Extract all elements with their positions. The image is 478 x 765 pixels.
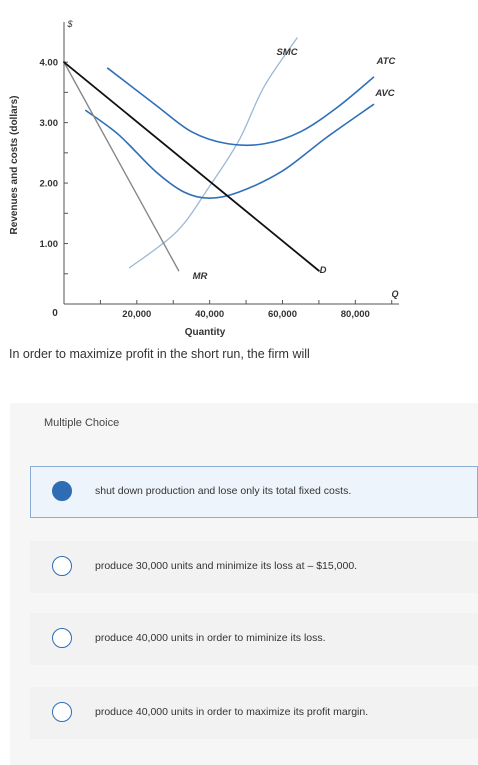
x-tick-label: 20,000: [122, 309, 151, 320]
x-tick-label: 80,000: [341, 309, 370, 320]
y-tick-label: 3.00: [40, 118, 59, 129]
choice-option-4[interactable]: produce 40,000 units in order to maximiz…: [30, 687, 478, 739]
cost-revenue-chart: 1.00 2.00 3.00 4.00 20,000 40,000 60,000 80,000…: [9, 19, 399, 338]
series-mr-curve: [63, 61, 180, 272]
choice-option-3[interactable]: produce 40,000 units in order to miminiz…: [30, 613, 478, 665]
x-axis-end-label: Q: [391, 289, 398, 299]
choice-option-2[interactable]: produce 30,000 units and minimize its lo…: [30, 541, 478, 593]
y-tick-label: 1.00: [40, 239, 59, 250]
choice-label: produce 40,000 units in order to maximiz…: [95, 706, 369, 718]
radio-empty-icon[interactable]: [52, 556, 72, 576]
y-axis-title: Revenues and costs (dollars): [9, 96, 20, 235]
choice-label: produce 40,000 units in order to miminiz…: [95, 632, 326, 644]
origin-label: 0: [52, 308, 58, 319]
x-tick-label: 40,000: [195, 309, 224, 320]
radio-empty-icon[interactable]: [52, 628, 72, 648]
series-atc-curve: [106, 67, 375, 147]
label-smc: SMC: [276, 47, 297, 58]
series-avc-curve: [85, 103, 375, 199]
radio-empty-icon[interactable]: [52, 702, 72, 722]
chart-axes: [63, 22, 399, 305]
series-d-curve: [63, 61, 320, 272]
y-tick-label: 4.00: [40, 58, 59, 69]
label-atc: ATC: [376, 56, 396, 67]
label-avc: AVC: [374, 88, 394, 99]
label-mr: MR: [193, 271, 208, 282]
y-tick-label: 2.00: [40, 179, 59, 190]
question-text: In order to maximize profit in the short…: [9, 347, 310, 361]
y-unit-symbol: $: [66, 19, 73, 29]
choice-label: shut down production and lose only its t…: [95, 485, 352, 497]
radio-selected-icon[interactable]: [52, 481, 72, 501]
label-d: D: [320, 265, 327, 276]
x-axis-title: Quantity: [185, 327, 226, 338]
chart-series: [63, 37, 375, 272]
choice-label: produce 30,000 units and minimize its lo…: [95, 560, 358, 572]
multiple-choice-panel: Multiple Choice shut down production and…: [10, 403, 478, 765]
choice-option-1[interactable]: shut down production and lose only its t…: [30, 466, 478, 518]
series-smc-curve: [128, 37, 298, 269]
chart-labels: Revenues and costs (dollars) Quantity $ …: [9, 19, 399, 338]
multiple-choice-title: Multiple Choice: [44, 417, 120, 429]
chart-ticks: 1.00 2.00 3.00 4.00 20,000 40,000 60,000 80,000: [40, 58, 393, 320]
x-tick-label: 60,000: [268, 309, 297, 320]
